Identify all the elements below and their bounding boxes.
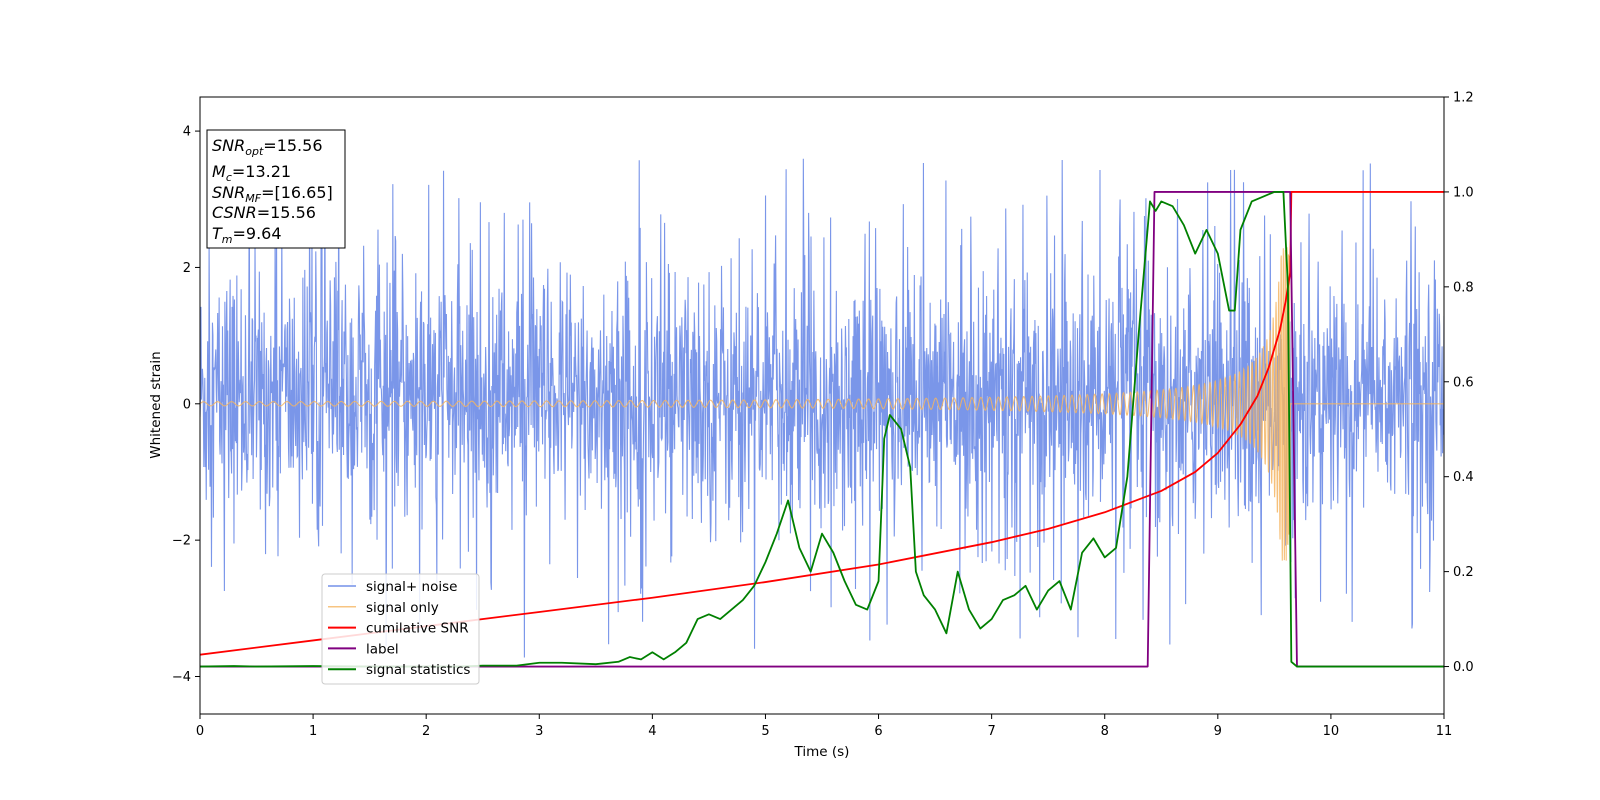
legend-frame [321,573,480,685]
x-tick-label: 7 [987,724,995,739]
x-tick-label: 5 [761,724,769,739]
y-axis-right: 0.0 0.2 0.4 0.6 0.8 1.0 1.2 [1444,91,1474,675]
y-tick-label: −2 [172,534,191,549]
y2-tick-label: 0.4 [1453,470,1474,485]
y-axis-title: Whitened strain [148,351,164,458]
x-tick-label: 2 [422,724,430,739]
x-tick-label: 1 [309,724,317,739]
x-tick-label: 4 [648,724,656,739]
series-layer [200,158,1444,668]
legend-label: signal statistics [366,662,470,678]
series-signal-statistics [200,191,1444,668]
info-line: CSNR=15.56 [212,203,316,222]
y2-tick-label: 1.2 [1453,91,1474,106]
info-line: SNRopt=15.56 [212,136,323,158]
legend: signal+ noise signal only cumilative SNR la… [321,573,480,685]
plot-frame [199,96,1445,715]
y2-tick-label: 0.6 [1453,375,1474,390]
y-tick-label: −4 [172,670,191,685]
x-axis: 0 1 2 3 4 5 6 7 8 9 10 11 [196,714,1452,739]
x-tick-label: 0 [196,724,204,739]
legend-label: signal+ noise [366,579,457,595]
y2-tick-label: 0.8 [1453,280,1474,295]
legend-label: label [366,641,399,657]
y2-tick-label: 0.0 [1453,660,1474,675]
series-cumilative-snr [200,191,1444,656]
y-tick-label: 4 [183,125,191,140]
y-axis-left: −4 −2 0 2 4 [172,125,200,685]
x-tick-label: 8 [1101,724,1109,739]
series-signal-noise [200,158,1444,658]
info-box-frame [206,129,346,249]
info-box: SNRopt=15.56 Mc=13.21SNRMF=[16.65]CSNR=15… [206,129,346,249]
y-tick-label: 2 [183,261,191,276]
info-line: SNRMF=[16.65] [212,183,333,205]
info-line: Tm=9.64 [212,224,282,246]
y2-tick-label: 0.2 [1453,565,1474,580]
x-tick-label: 11 [1436,724,1453,739]
y2-tick-label: 1.0 [1453,185,1474,200]
x-tick-label: 9 [1214,724,1222,739]
y-tick-label: 0 [183,397,191,412]
legend-label: cumilative SNR [366,621,469,637]
x-tick-label: 3 [535,724,543,739]
info-line: Mc=13.21 [212,162,291,184]
x-tick-label: 10 [1323,724,1340,739]
legend-label: signal only [366,600,439,616]
x-axis-title: Time (s) [794,744,850,760]
x-tick-label: 6 [874,724,882,739]
